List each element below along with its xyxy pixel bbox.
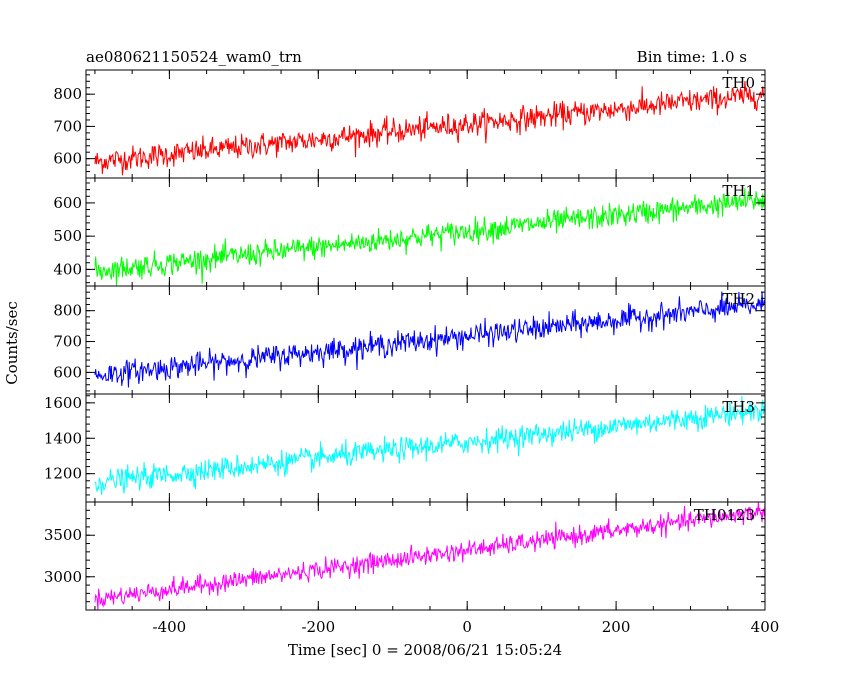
panel-label-th1: TH1 [722,182,755,200]
y-tick-label: 1600 [44,394,82,412]
chart-title-left: ae080621150524_wam0_trn [86,48,302,66]
y-tick-label: 1200 [44,465,82,483]
x-tick-label: 200 [602,618,631,636]
y-tick-label: 600 [53,150,82,168]
series-line-th0123 [94,501,766,611]
x-tick-label: -200 [301,618,335,636]
panel-label-th3: TH3 [722,398,755,416]
panel-frame-th0123 [85,501,766,611]
y-axis-label: Counts/sec [3,301,21,385]
x-axis-label: Time [sec] 0 = 2008/06/21 15:05:24 [288,641,562,659]
panel-label-th0: TH0 [722,74,755,92]
panel-frame-th1 [85,177,766,287]
x-tick-label: 400 [751,618,780,636]
x-tick-label: -400 [153,618,187,636]
y-tick-label: 800 [53,302,82,320]
x-tick-label: 0 [462,618,472,636]
series-line-th0 [94,81,766,176]
y-tick-label: 700 [53,333,82,351]
panels-group: 600 700 800 TH0 400 500 600 TH1 600 700 800 TH2 1200… [44,69,780,636]
y-tick-label: 3000 [44,568,82,586]
series-line-th1 [94,188,766,286]
y-tick-label: 600 [53,194,82,212]
y-tick-label: 500 [53,227,82,245]
chart-title-right: Bin time: 1.0 s [637,48,747,66]
y-tick-label: 600 [53,363,82,381]
panel-label-th2: TH2 [722,290,755,308]
panel-label-th0123: TH0123 [694,506,755,524]
series-line-th2 [94,291,766,388]
y-tick-label: 3500 [44,526,82,544]
series-line-th3 [94,395,766,495]
y-tick-label: 800 [53,85,82,103]
y-tick-label: 1400 [44,429,82,447]
y-tick-label: 700 [53,117,82,135]
y-tick-label: 400 [53,260,82,278]
